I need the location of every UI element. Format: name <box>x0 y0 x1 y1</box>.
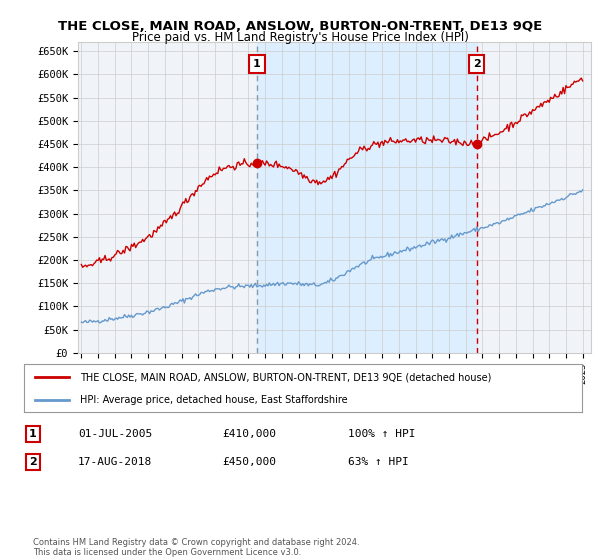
Text: 2: 2 <box>473 59 481 69</box>
Bar <box>257 42 476 353</box>
Text: HPI: Average price, detached house, East Staffordshire: HPI: Average price, detached house, East… <box>80 395 347 405</box>
Text: 17-AUG-2018: 17-AUG-2018 <box>78 457 152 467</box>
Text: THE CLOSE, MAIN ROAD, ANSLOW, BURTON-ON-TRENT, DE13 9QE (detached house): THE CLOSE, MAIN ROAD, ANSLOW, BURTON-ON-… <box>80 372 491 382</box>
Text: £410,000: £410,000 <box>222 429 276 439</box>
Text: £450,000: £450,000 <box>222 457 276 467</box>
Text: Price paid vs. HM Land Registry's House Price Index (HPI): Price paid vs. HM Land Registry's House … <box>131 31 469 44</box>
Text: 1: 1 <box>29 429 37 439</box>
Text: Contains HM Land Registry data © Crown copyright and database right 2024.
This d: Contains HM Land Registry data © Crown c… <box>33 538 359 557</box>
Text: 01-JUL-2005: 01-JUL-2005 <box>78 429 152 439</box>
Text: 100% ↑ HPI: 100% ↑ HPI <box>348 429 415 439</box>
Text: 1: 1 <box>253 59 260 69</box>
Text: THE CLOSE, MAIN ROAD, ANSLOW, BURTON-ON-TRENT, DE13 9QE: THE CLOSE, MAIN ROAD, ANSLOW, BURTON-ON-… <box>58 20 542 32</box>
Text: 63% ↑ HPI: 63% ↑ HPI <box>348 457 409 467</box>
Text: 2: 2 <box>29 457 37 467</box>
